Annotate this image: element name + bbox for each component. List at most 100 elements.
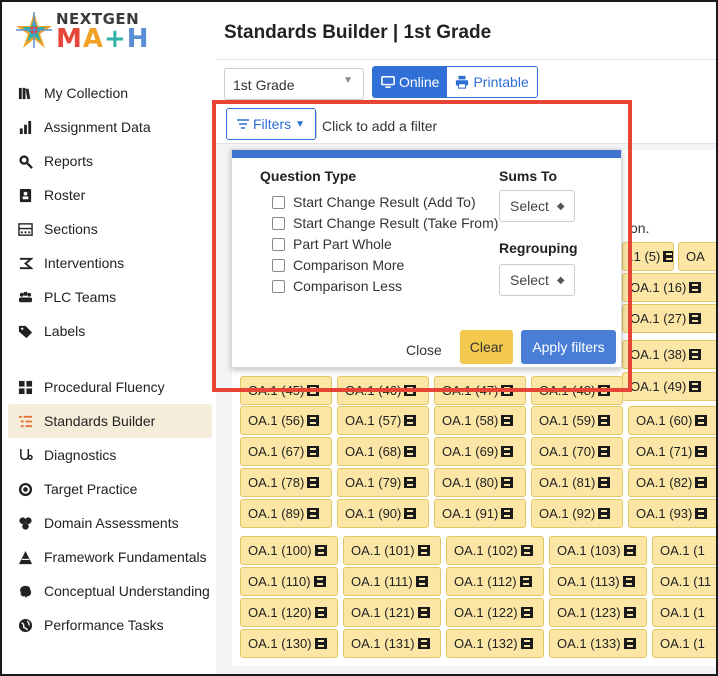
- page-title: Standards Builder | 1st Grade: [224, 22, 492, 43]
- filters-button[interactable]: Filters ▼: [226, 108, 316, 140]
- apply-filters-button[interactable]: Apply filters: [521, 330, 616, 364]
- add-filter-input[interactable]: Click to add a filter: [322, 118, 438, 134]
- standard-tag[interactable]: OA.1 (93): [628, 499, 716, 528]
- standard-tag[interactable]: OA.1 (123): [549, 598, 647, 627]
- sidebar-item-conceptual-understanding[interactable]: Conceptual Understanding: [8, 574, 212, 608]
- standard-tag[interactable]: OA.1 (101): [343, 536, 441, 565]
- standard-tag[interactable]: .1 (5): [622, 242, 674, 271]
- checkbox[interactable]: [272, 216, 285, 230]
- standard-tag[interactable]: OA.1 (69): [434, 437, 526, 466]
- standard-tag[interactable]: OA.1 (45): [240, 376, 332, 405]
- standard-tag[interactable]: OA.1 (59): [531, 406, 623, 435]
- view-mode-toggle: Online Printable: [372, 66, 538, 98]
- sidebar-item-reports[interactable]: Reports: [8, 144, 212, 178]
- books-icon: [16, 84, 34, 102]
- sidebar-item-my-collection[interactable]: My Collection: [8, 76, 212, 110]
- standard-tag[interactable]: OA.1 (70): [531, 437, 623, 466]
- logo[interactable]: NEXTGEN MA+H: [14, 8, 164, 56]
- printable-button[interactable]: Printable: [447, 67, 537, 97]
- standard-tag[interactable]: OA: [678, 242, 716, 271]
- close-button[interactable]: Close: [406, 342, 442, 358]
- sidebar-item-labels[interactable]: Labels: [8, 314, 212, 348]
- online-button[interactable]: Online: [373, 67, 448, 97]
- standard-tag[interactable]: OA.1 (78): [240, 468, 332, 497]
- standard-tag[interactable]: OA.1 (57): [337, 406, 429, 435]
- standard-tag[interactable]: OA.1 (122): [446, 598, 544, 627]
- sidebar-item-sections[interactable]: Sections: [8, 212, 212, 246]
- standard-tag[interactable]: OA.1 (58): [434, 406, 526, 435]
- standard-tag[interactable]: OA.1 (71): [628, 437, 716, 466]
- up-down-icon: ◆: [556, 200, 565, 212]
- sidebar-item-framework-fundamentals[interactable]: Framework Fundamentals: [8, 540, 212, 574]
- checkbox[interactable]: [272, 279, 285, 293]
- clear-button[interactable]: Clear: [460, 330, 513, 364]
- sidebar-item-target-practice[interactable]: Target Practice: [8, 472, 212, 506]
- standard-tag[interactable]: OA.1 (103): [549, 536, 647, 565]
- standard-tag[interactable]: OA.1 (56): [240, 406, 332, 435]
- sums-to-select[interactable]: Select ◆: [499, 190, 575, 222]
- checkbox-row[interactable]: Comparison Less: [272, 278, 402, 294]
- checkbox-row[interactable]: Comparison More: [272, 257, 404, 273]
- standard-tag[interactable]: OA.1 (113): [549, 567, 647, 596]
- standard-tag[interactable]: OA.1 (1: [652, 536, 716, 565]
- film-icon: [501, 477, 514, 488]
- standard-tag[interactable]: OA.1 (60): [628, 406, 716, 435]
- sidebar-item-label: Assignment Data: [44, 119, 151, 135]
- standard-tag[interactable]: OA.1 (16): [622, 273, 716, 302]
- standard-tag[interactable]: OA.1 (100): [240, 536, 338, 565]
- standard-tag[interactable]: OA.1 (91): [434, 499, 526, 528]
- sidebar-item-procedural-fluency[interactable]: Procedural Fluency: [8, 370, 212, 404]
- standard-tag[interactable]: OA.1 (79): [337, 468, 429, 497]
- sidebar-item-roster[interactable]: Roster: [8, 178, 212, 212]
- sidebar-item-performance-tasks[interactable]: Performance Tasks: [8, 608, 212, 642]
- standard-tag[interactable]: OA.1 (27): [622, 304, 716, 333]
- standard-tag[interactable]: OA.1 (112): [446, 567, 544, 596]
- standard-tag[interactable]: OA.1 (133): [549, 629, 647, 658]
- sidebar-item-label: Reports: [44, 153, 94, 169]
- standard-tag[interactable]: OA.1 (38): [622, 340, 716, 369]
- standard-tag[interactable]: OA.1 (1: [652, 598, 716, 627]
- film-icon: [501, 508, 514, 519]
- sidebar-item-diagnostics[interactable]: Diagnostics: [8, 438, 212, 472]
- standard-tag[interactable]: OA.1 (111): [343, 567, 441, 596]
- standard-tag[interactable]: OA.1 (47): [434, 376, 526, 405]
- standard-tag[interactable]: OA.1 (81): [531, 468, 623, 497]
- standard-tag[interactable]: OA.1 (67): [240, 437, 332, 466]
- film-icon: [598, 477, 611, 488]
- sidebar-item-standards-builder[interactable]: Standards Builder: [8, 404, 212, 438]
- film-icon: [695, 508, 708, 519]
- standard-tag[interactable]: OA.1 (1: [652, 629, 716, 658]
- standard-tag[interactable]: OA.1 (92): [531, 499, 623, 528]
- standard-tag[interactable]: OA.1 (131): [343, 629, 441, 658]
- checkbox-row[interactable]: Start Change Result (Add To): [272, 194, 476, 210]
- checkbox[interactable]: [272, 237, 285, 251]
- film-icon: [314, 638, 327, 649]
- film-icon: [623, 545, 636, 556]
- address-book-icon: [16, 186, 34, 204]
- standard-tag[interactable]: OA.1 (68): [337, 437, 429, 466]
- sidebar-item-domain-assessments[interactable]: Domain Assessments: [8, 506, 212, 540]
- checkbox-row[interactable]: Start Change Result (Take From): [272, 215, 498, 231]
- standard-tag[interactable]: OA.1 (48): [531, 376, 623, 405]
- standard-tag[interactable]: OA.1 (132): [446, 629, 544, 658]
- checkbox[interactable]: [272, 195, 285, 209]
- standard-tag[interactable]: OA.1 (82): [628, 468, 716, 497]
- grade-select[interactable]: 1st Grade ▼: [224, 68, 364, 100]
- regrouping-select[interactable]: Select ◆: [499, 264, 575, 296]
- standard-tag[interactable]: OA.1 (46): [337, 376, 429, 405]
- standard-tag[interactable]: OA.1 (90): [337, 499, 429, 528]
- standard-tag[interactable]: OA.1 (130): [240, 629, 338, 658]
- standard-tag[interactable]: OA.1 (121): [343, 598, 441, 627]
- checkbox-row[interactable]: Part Part Whole: [272, 236, 392, 252]
- sidebar-item-interventions[interactable]: Interventions: [8, 246, 212, 280]
- sidebar-item-plc-teams[interactable]: PLC Teams: [8, 280, 212, 314]
- standard-tag[interactable]: OA.1 (120): [240, 598, 338, 627]
- sidebar-item-assignment-data[interactable]: Assignment Data: [8, 110, 212, 144]
- standard-tag[interactable]: OA.1 (102): [446, 536, 544, 565]
- standard-tag[interactable]: OA.1 (110): [240, 567, 338, 596]
- standard-tag[interactable]: OA.1 (11: [652, 567, 716, 596]
- standard-tag[interactable]: OA.1 (49): [622, 372, 716, 401]
- standard-tag[interactable]: OA.1 (80): [434, 468, 526, 497]
- standard-tag[interactable]: OA.1 (89): [240, 499, 332, 528]
- checkbox[interactable]: [272, 258, 285, 272]
